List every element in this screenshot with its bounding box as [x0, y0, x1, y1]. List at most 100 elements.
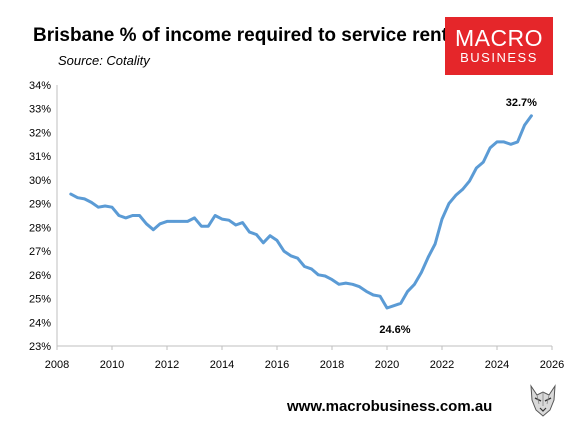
data-point: [372, 293, 375, 297]
chart-series: [69, 114, 533, 310]
data-point: [275, 239, 279, 242]
x-tick-label: 2010: [100, 359, 124, 371]
y-tick-label: 27%: [29, 246, 51, 258]
data-point: [282, 249, 286, 253]
data-point: [303, 265, 306, 268]
data-point: [289, 254, 292, 258]
data-point: [90, 201, 93, 204]
data-point: [488, 146, 492, 150]
y-tick-label: 28%: [29, 222, 51, 234]
wolf-icon: [523, 380, 563, 420]
data-point: [344, 281, 347, 285]
data-point: [165, 220, 169, 223]
data-point: [172, 220, 176, 223]
logo-text-macro: MACRO: [454, 25, 544, 51]
x-tick-label: 2018: [320, 359, 344, 371]
data-point: [97, 205, 100, 209]
data-point: [268, 234, 272, 237]
data-point: [433, 242, 437, 246]
data-point: [454, 194, 457, 197]
data-point: [427, 255, 430, 259]
data-point: [152, 228, 155, 231]
data-point: [337, 283, 341, 286]
y-tick-label: 32%: [29, 127, 51, 139]
chart-annotations: 24.6% 32.7%: [379, 97, 537, 336]
data-point: [378, 294, 382, 298]
data-point: [241, 221, 244, 224]
y-tick-label: 25%: [29, 294, 51, 306]
chart-tick-labels: 23% 24% 25% 26% 27% 28% 29% 30% 31% 32% 33% 34% 2008…: [29, 80, 564, 371]
x-tick-label: 2012: [155, 359, 179, 371]
data-point: [317, 273, 320, 277]
data-point: [365, 290, 368, 293]
y-tick-label: 26%: [29, 270, 51, 282]
data-point: [248, 230, 251, 234]
data-point: [110, 205, 114, 209]
data-point: [495, 140, 499, 144]
data-point: [516, 140, 519, 144]
data-point: [475, 166, 478, 170]
data-point: [186, 220, 189, 223]
y-tick-label: 34%: [29, 80, 51, 92]
data-point: [413, 283, 416, 286]
y-tick-label: 29%: [29, 199, 51, 211]
data-point: [399, 302, 402, 305]
data-point: [145, 222, 148, 226]
data-point: [179, 220, 182, 223]
data-point: [502, 140, 506, 144]
data-point: [420, 271, 423, 274]
x-tick-label: 2024: [485, 359, 509, 371]
data-point: [509, 143, 512, 146]
series-line-0: [69, 114, 533, 310]
x-tick-label: 2020: [375, 359, 399, 371]
data-point: [138, 214, 141, 217]
data-point: [461, 188, 464, 191]
data-point: [296, 257, 299, 260]
data-point: [103, 204, 107, 208]
data-point: [482, 160, 485, 164]
x-tick-label: 2016: [265, 359, 289, 371]
annotation-latest: 32.7%: [506, 97, 537, 109]
data-point: [193, 216, 196, 220]
x-tick-label: 2008: [45, 359, 69, 371]
chart-source: Source: Cotality: [58, 53, 150, 68]
x-tick-label: 2026: [540, 359, 564, 371]
data-point: [440, 217, 444, 221]
data-point: [323, 274, 327, 278]
macrobusiness-logo: MACRO BUSINESS: [445, 17, 553, 75]
chart-title: Brisbane % of income required to service…: [33, 25, 448, 46]
data-point: [523, 124, 526, 127]
data-point: [358, 285, 361, 288]
data-point: [158, 222, 162, 226]
data-point: [131, 214, 134, 217]
annotation-low: 24.6%: [379, 324, 410, 336]
data-point: [76, 196, 79, 199]
x-tick-label: 2014: [210, 359, 234, 371]
x-tick-label: 2022: [430, 359, 454, 371]
y-tick-label: 24%: [29, 317, 51, 329]
data-point: [330, 278, 334, 281]
data-point: [213, 214, 217, 217]
data-point: [255, 233, 258, 236]
data-point: [530, 114, 533, 118]
y-tick-label: 33%: [29, 104, 51, 116]
data-point: [200, 224, 203, 228]
data-point: [117, 214, 121, 217]
data-point: [468, 179, 471, 183]
data-point: [69, 192, 72, 196]
y-tick-label: 23%: [29, 341, 51, 353]
y-tick-label: 30%: [29, 175, 51, 187]
data-point: [207, 224, 210, 228]
website-url[interactable]: www.macrobusiness.com.au: [287, 398, 493, 415]
chart-axes: [56, 85, 553, 350]
data-point: [234, 223, 237, 227]
data-point: [406, 290, 409, 293]
data-point: [351, 283, 354, 286]
data-point: [220, 217, 224, 221]
data-point: [392, 304, 396, 307]
data-point: [227, 219, 231, 222]
y-tick-label: 31%: [29, 151, 51, 163]
data-point: [447, 202, 451, 205]
data-point: [262, 241, 265, 244]
